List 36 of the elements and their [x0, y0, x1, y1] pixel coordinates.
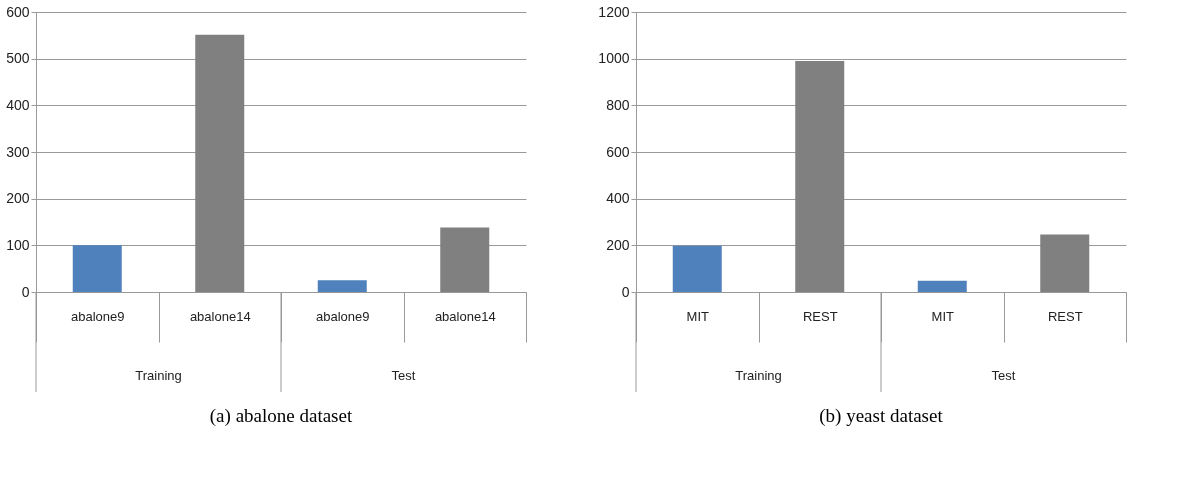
y-tick-label: 800: [606, 96, 630, 113]
bar: [72, 245, 122, 292]
bar: [195, 34, 245, 292]
y-tick-label: 100: [6, 236, 30, 253]
y-tick-label: 1000: [598, 50, 630, 67]
x-tick-label: MIT: [686, 308, 709, 324]
x-tick-label: abalone14: [189, 308, 251, 324]
x-tick-label: REST: [1047, 308, 1083, 324]
x-tick-label: MIT: [931, 308, 954, 324]
bar: [1040, 234, 1090, 292]
x-tick-label: REST: [802, 308, 838, 324]
y-tick-label: 0: [21, 283, 30, 300]
y-tick-label: 1200: [598, 3, 630, 20]
bar: [440, 227, 490, 292]
bar: [672, 245, 722, 292]
text: Test: [391, 368, 416, 383]
text: Training: [735, 368, 782, 383]
bar: [795, 61, 845, 292]
bar: [317, 280, 367, 292]
y-tick-label: 200: [6, 190, 30, 207]
y-tick-label: 400: [606, 190, 630, 207]
text: Test: [991, 368, 1016, 383]
y-tick-label: 200: [606, 236, 630, 253]
x-tick-label: abalone9: [71, 308, 125, 324]
y-tick-label: 600: [6, 3, 30, 20]
y-tick-label: 500: [6, 50, 30, 67]
text: Training: [135, 368, 182, 383]
y-tick-label: 400: [6, 96, 30, 113]
y-tick-label: 300: [6, 143, 30, 160]
x-tick-label: abalone9: [316, 308, 370, 324]
x-tick-label: abalone14: [434, 308, 496, 324]
y-tick-label: 0: [621, 283, 630, 300]
bar: [917, 280, 967, 292]
text: (a) abalone dataset: [209, 404, 353, 427]
text: (b) yeast dataset: [819, 404, 944, 427]
y-tick-label: 600: [606, 143, 630, 160]
